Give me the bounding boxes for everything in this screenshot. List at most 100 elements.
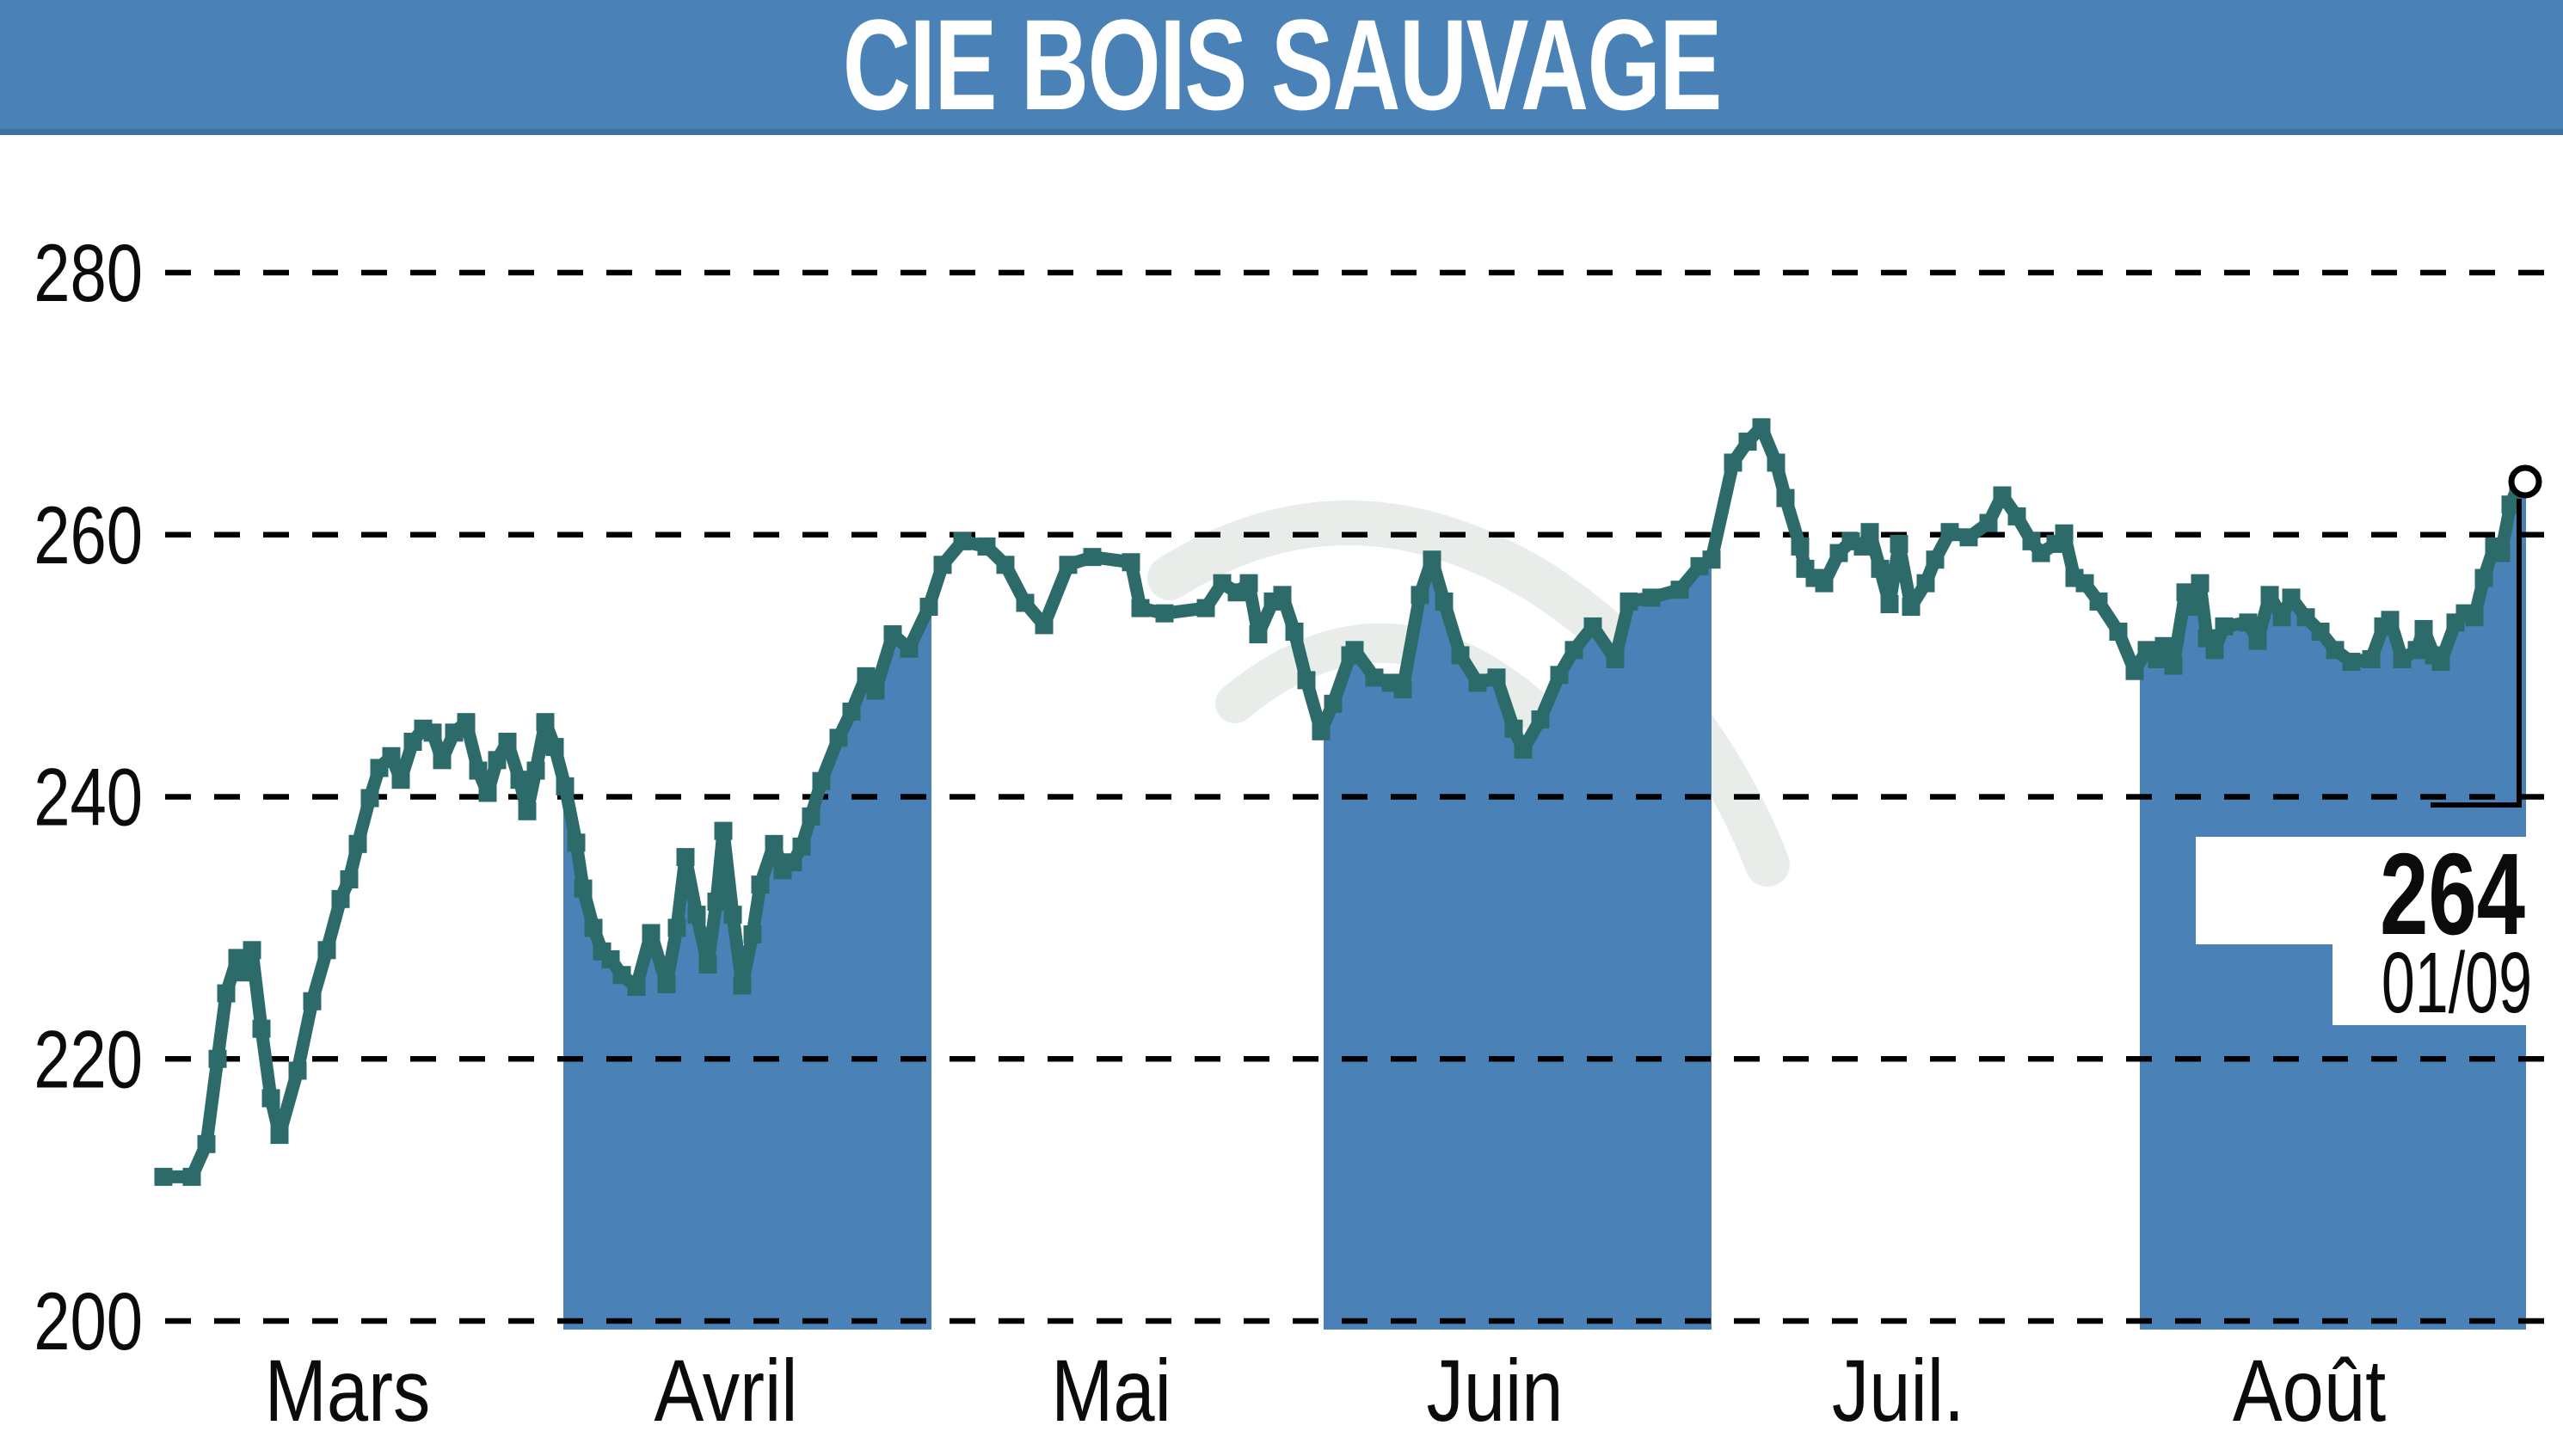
data-point [2282, 588, 2301, 607]
data-point [1487, 668, 1506, 687]
data-point [667, 918, 686, 937]
data-point [498, 733, 517, 752]
data-point [217, 984, 236, 1003]
x-tick-label-août: Août [2233, 1342, 2386, 1440]
data-point [1297, 671, 1316, 690]
data-point [1122, 553, 1140, 572]
data-point [1880, 595, 1899, 614]
data-point [812, 771, 831, 790]
data-point [2205, 641, 2224, 660]
data-point [1155, 604, 1174, 623]
data-point [784, 853, 802, 872]
data-point [536, 713, 555, 732]
data-point [340, 869, 359, 888]
data-point [545, 738, 564, 757]
data-point [331, 889, 350, 908]
x-tick-label-mai: Mai [1051, 1342, 1171, 1440]
data-point [2414, 619, 2433, 638]
data-point [829, 728, 848, 747]
data-point [2191, 574, 2210, 593]
data-point [857, 667, 876, 685]
data-point [1738, 433, 1757, 452]
data-point [510, 771, 529, 789]
data-point [154, 1167, 173, 1186]
data-point [933, 556, 952, 574]
data-point [1239, 574, 1258, 593]
data-point [1435, 592, 1454, 611]
data-point [2260, 586, 2279, 605]
data-point [802, 807, 821, 826]
data-point [601, 949, 620, 968]
data-point [317, 941, 336, 960]
data-point [518, 802, 537, 820]
data-point [1393, 680, 1412, 699]
data-point [723, 906, 742, 925]
data-point [733, 976, 752, 995]
data-point [612, 966, 631, 985]
data-point [2272, 608, 2291, 627]
data-point [478, 783, 497, 802]
data-point [1940, 523, 1959, 542]
data-point [1083, 548, 1102, 567]
data-point [751, 875, 770, 894]
data-point [2326, 641, 2345, 660]
data-point [900, 639, 919, 658]
data-point [208, 1049, 227, 1068]
data-point [2176, 583, 2195, 602]
data-point [1451, 646, 1470, 665]
data-point [2125, 661, 2144, 680]
data-point [2164, 656, 2183, 675]
y-tick-label-200: 200 [34, 1276, 143, 1367]
data-point [348, 834, 367, 853]
data-point [642, 924, 661, 943]
data-point [792, 837, 811, 856]
data-point [197, 1134, 216, 1153]
data-point [423, 723, 442, 742]
data-point [2465, 608, 2484, 627]
data-point [1196, 599, 1215, 617]
data-point [1312, 722, 1331, 740]
data-point [1345, 641, 1364, 660]
data-point [574, 879, 593, 898]
data-point [1411, 586, 1429, 605]
data-point [1249, 625, 1268, 644]
watermark-arc [1147, 500, 1790, 887]
data-point [1324, 694, 1343, 713]
data-point [235, 963, 254, 982]
data-point [2296, 608, 2315, 627]
data-point [1752, 418, 1771, 437]
x-tick-label-mars: Mars [265, 1342, 431, 1440]
data-point [1902, 598, 1921, 617]
y-tick-label-240: 240 [34, 752, 143, 843]
data-point [457, 713, 476, 732]
data-point [2474, 568, 2493, 587]
data-point [1916, 574, 1935, 593]
data-point [1583, 617, 1602, 636]
page-title: CIE BOIS SAUVAGE [842, 0, 1722, 137]
data-point [556, 777, 575, 796]
data-point [1724, 453, 1742, 472]
data-point [1871, 559, 1890, 578]
data-point [698, 955, 717, 974]
last-price-date: 01/09 [2382, 936, 2532, 1031]
data-point [2154, 636, 2173, 655]
data-point [2089, 592, 2108, 611]
x-tick-label-juin: Juin [1426, 1342, 1563, 1440]
data-point [382, 746, 401, 765]
callout-box-date [2333, 944, 2537, 1025]
data-point [1131, 599, 1150, 617]
data-point [1059, 556, 1078, 574]
data-point [261, 1089, 280, 1108]
data-point [2501, 495, 2520, 514]
data-point [687, 906, 706, 925]
data-point [1531, 710, 1550, 729]
data-point [1365, 668, 1384, 687]
data-point [2342, 653, 2361, 672]
data-point [996, 556, 1015, 574]
data-point [567, 833, 586, 852]
data-point [2215, 617, 2234, 636]
data-point [1767, 453, 1785, 472]
data-point [1776, 488, 1795, 507]
data-point [627, 977, 646, 996]
